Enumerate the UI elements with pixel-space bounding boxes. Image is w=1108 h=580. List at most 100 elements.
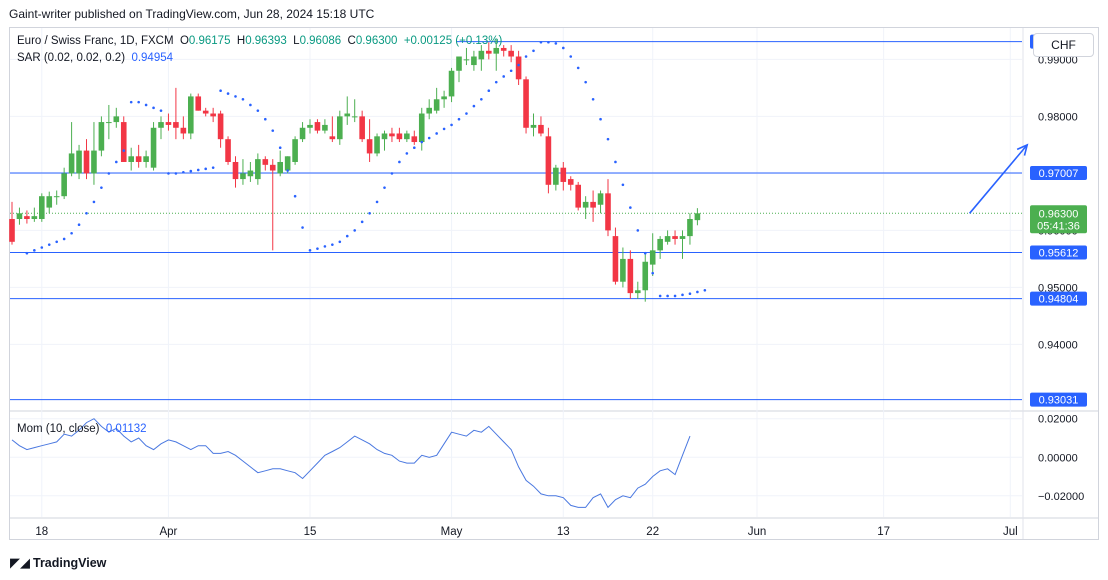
candle-body (322, 124, 328, 131)
price-tick-label: 0.94000 (1038, 339, 1078, 351)
sar-dot (249, 103, 252, 107)
candle-body (694, 213, 701, 221)
level-price-tag (1030, 291, 1087, 306)
price-tick-label: 0.99000 (1038, 54, 1078, 66)
sar-dot (256, 109, 260, 112)
candle-body (493, 47, 500, 54)
sar-legend[interactable]: SAR (0.02, 0.02, 0.2) 0.94954 (17, 52, 173, 64)
candle-body (173, 122, 179, 128)
low-label: L (293, 35, 300, 47)
level-price-label: 0.95612 (1039, 248, 1079, 260)
candle-body (217, 113, 224, 140)
currency-button[interactable]: CHF (1033, 33, 1094, 57)
candle-body (68, 153, 75, 174)
sar-dot (494, 80, 498, 84)
sar-dot (360, 220, 364, 224)
candle-body (597, 193, 604, 205)
candle-body (612, 236, 619, 282)
candle-body (351, 116, 358, 118)
sar-dot (286, 169, 289, 172)
sar-dot (427, 136, 431, 140)
sar-dot (301, 226, 304, 229)
momentum-value: 0.01132 (105, 423, 147, 435)
time-tick-label: May (441, 526, 463, 538)
candle-body (314, 122, 321, 131)
high-label: H (236, 35, 246, 47)
sar-dot (532, 49, 535, 53)
candle-body (582, 201, 589, 208)
sar-dot (40, 246, 44, 249)
close-label: C (347, 35, 356, 47)
symbol-name: Euro / Swiss Franc, 1D, FXCM (17, 35, 174, 47)
sar-dot (554, 42, 558, 45)
sar-dot (241, 97, 245, 101)
price-tick-label: 0.98000 (1038, 111, 1078, 123)
candle-body (605, 193, 611, 231)
candle-body (426, 107, 432, 114)
candle-body (508, 50, 514, 57)
open-label: O (179, 35, 189, 47)
candle-body (292, 139, 298, 162)
sar-dot (681, 293, 684, 297)
candle-body (433, 99, 440, 111)
momentum-line (11, 418, 691, 509)
momentum-tick-label: 0.00000 (1038, 452, 1078, 464)
sar-dot (308, 249, 312, 252)
sar-dot (591, 97, 595, 101)
publish-caption: Gaint-writer published on TradingView.co… (9, 7, 375, 21)
candle-body (389, 133, 395, 137)
sar-dot (487, 89, 491, 93)
candle-body (232, 161, 239, 180)
sar-series (25, 40, 707, 298)
sar-dot (331, 243, 334, 246)
sar-dot (465, 112, 468, 115)
candle-body (418, 113, 425, 143)
candle-body (202, 110, 209, 114)
sar-dot (688, 292, 692, 295)
candle-body (664, 236, 671, 242)
sar-dot (293, 194, 297, 198)
sar-dot (47, 243, 51, 246)
candle-body (575, 184, 581, 208)
candle-body (150, 127, 157, 168)
candle-body (9, 219, 15, 242)
sar-dot (413, 146, 416, 150)
sar-dot (159, 109, 163, 112)
momentum-tick-label: 0.02000 (1038, 414, 1078, 426)
candle-body (247, 170, 254, 177)
time-tick-label: 18 (35, 526, 48, 538)
sar-dot (278, 146, 282, 150)
candle-body (366, 139, 373, 154)
sar-dot (576, 66, 580, 70)
sar-dot (375, 200, 379, 204)
tradingview-logo[interactable]: ◤◢ TradingView (10, 555, 106, 571)
sar-dot (226, 92, 230, 95)
sar-dot (211, 166, 215, 169)
candle-body (24, 216, 30, 219)
sar-value: 0.94954 (131, 52, 174, 64)
tradingview-logo-icon: ◤◢ (10, 555, 30, 570)
sar-dot (383, 186, 386, 189)
sar-dot (658, 294, 662, 298)
sar-label: SAR (0.02, 0.02, 0.2) (17, 52, 126, 64)
candle-body (381, 133, 388, 140)
sar-dot (562, 46, 565, 50)
time-tick-label: Jun (748, 526, 767, 538)
candle-body (657, 238, 663, 251)
candle-body (441, 96, 447, 100)
symbol-legend: Euro / Swiss Franc, 1D, FXCM O0.96175 H0… (17, 35, 502, 47)
level-price-tag (1030, 165, 1087, 180)
momentum-legend[interactable]: Mom (10, close) 0.01132 (17, 423, 147, 435)
momentum-tick-label: −0.02000 (1038, 491, 1084, 503)
sar-dot (420, 140, 424, 144)
candle-body (255, 159, 261, 180)
sar-dot (77, 223, 81, 227)
candle-body (344, 113, 351, 117)
candle-body (635, 290, 641, 294)
candle-body (158, 122, 164, 128)
level-price-tag (1030, 245, 1087, 260)
sar-dot (137, 100, 140, 104)
candle-body (374, 136, 380, 154)
sar-dot (345, 234, 349, 238)
